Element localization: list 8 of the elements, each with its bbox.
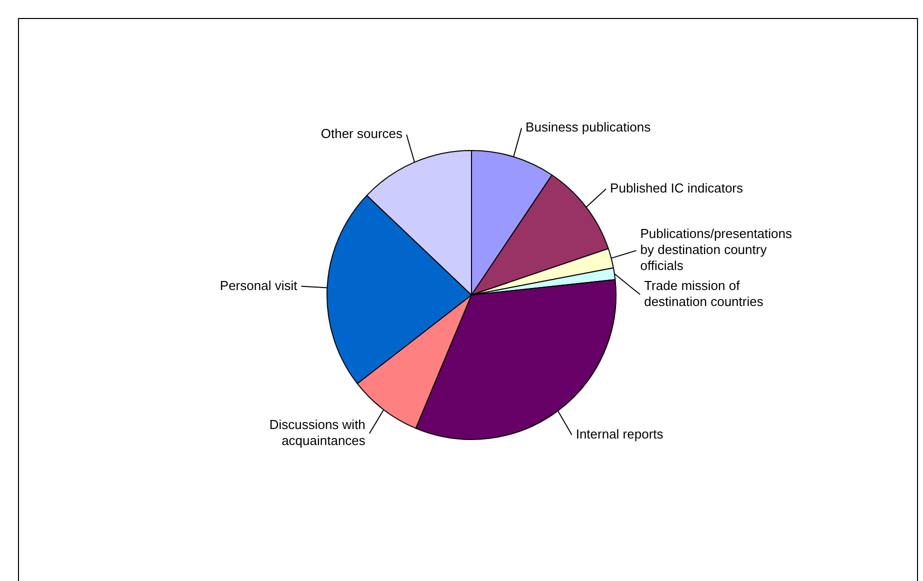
slice-label: Internal reports bbox=[576, 426, 664, 442]
slice-label: Publications/presentations by destination country officials bbox=[640, 226, 792, 274]
slice-label: Other sources bbox=[320, 126, 404, 142]
slice-label: Business publications bbox=[526, 120, 652, 135]
slice-label: Published IC indicators bbox=[610, 180, 744, 196]
slice-label: Discussions with acquaintances bbox=[269, 417, 366, 448]
slice-label: Trade mission of destination countries bbox=[644, 278, 764, 310]
slice-label: Personal visit bbox=[220, 278, 298, 293]
